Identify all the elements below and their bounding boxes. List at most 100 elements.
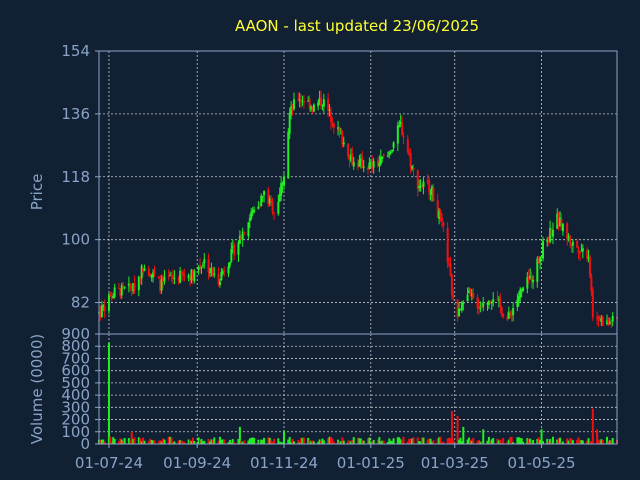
candle-body [411,166,414,170]
candle-body [312,104,315,112]
candle-body [308,98,311,109]
volume-bar [110,441,113,444]
candle-body [479,307,482,309]
candle-body [183,275,186,277]
candle-body [137,276,140,291]
candle-body [253,209,256,212]
candle-body [540,256,543,258]
volume-bar [227,442,230,444]
volume-bar [290,442,293,444]
candle-body [153,270,156,275]
volume-bar [411,438,414,444]
candle-body [181,272,184,275]
candle-body [143,268,146,271]
candle-body [422,181,425,188]
candle-body [419,185,422,188]
price-axis: 82 100 118 136 154 [61,42,99,312]
volume-bar [348,440,351,444]
volume-bar [409,438,412,444]
candle-body [581,248,584,252]
volume-bar [597,439,600,444]
volume-bar [540,429,543,444]
volume-bar [231,439,234,444]
candle-body [366,167,369,170]
volume-bar [440,442,443,444]
candle-body [103,306,106,311]
volume-bar [163,439,166,444]
volume-bar [396,437,399,444]
candle-body [586,250,589,259]
candle-body [567,235,570,239]
volume-bar [610,440,613,444]
volume-bar [399,439,402,444]
volume-bar [261,439,264,444]
candle-body [300,100,303,102]
candle-body [127,283,130,286]
candle-body [391,149,394,152]
volume-bar [452,440,455,444]
volume-bar [557,438,560,444]
volume-bar [587,438,590,444]
candle-body [230,249,233,262]
candle-body [549,228,552,243]
volume-bar [608,440,611,444]
volume-bar [556,439,559,444]
candle-body [486,303,489,305]
volume-bar [312,441,315,444]
candle-body [489,301,492,303]
candle-body [389,152,392,154]
candle-body [238,235,241,244]
candle-body [102,305,105,307]
volume-bar [489,441,492,444]
candle-body [499,298,502,308]
volume-bar [419,441,422,444]
candlestick-series [98,90,618,329]
candle-body [472,293,475,299]
volume-tick-label: 200 [61,411,90,429]
volume-bar [112,437,115,444]
volume-bar [250,437,253,444]
candle-body [311,108,314,111]
volume-bar [278,441,281,444]
candle-body [107,294,110,312]
candle-body [557,212,560,225]
volume-bar [459,437,462,444]
volume-bar [228,439,231,444]
candle-body [201,264,204,266]
candle-body [530,276,533,282]
volume-bar [218,436,221,444]
candle-body [408,152,411,155]
volume-bar [147,440,150,444]
candle-body [210,268,213,273]
volume-bar [179,440,182,444]
candle-body [191,270,194,279]
volume-bar [159,440,162,444]
candle-body [173,278,176,280]
volume-bar [421,437,424,444]
volume-bar [211,440,214,444]
candle-body [569,235,572,244]
candle-body [452,295,455,298]
volume-bar [273,438,276,444]
candle-body [460,302,463,311]
volume-bar [190,441,193,444]
candle-body [159,279,162,291]
candle-body [520,288,523,292]
volume-bar [450,411,453,444]
volume-bar [550,441,553,444]
volume-bar [271,441,274,444]
volume-bar [318,439,321,444]
candle-body [421,184,424,188]
candle-body [551,229,554,237]
candle-body [217,274,220,284]
volume-tick-label: 900 [61,325,90,343]
volume-bar [327,438,330,444]
volume-bar [99,440,102,444]
volume-bar [530,441,533,444]
volume-bar [591,408,594,444]
volume-bar [486,440,489,444]
candle-body [341,132,344,145]
volume-bar [590,440,593,444]
candle-body [597,316,600,320]
candle-body [399,121,402,125]
